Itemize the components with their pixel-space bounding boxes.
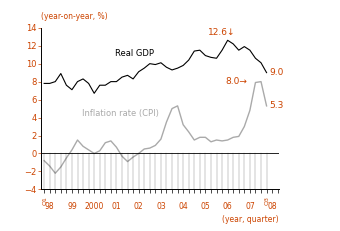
Text: Inflation rate (CPI): Inflation rate (CPI) [82,109,159,118]
Text: 2000: 2000 [85,202,104,211]
Text: 05: 05 [201,202,210,211]
Text: Q1: Q1 [41,196,47,205]
Text: Real GDP: Real GDP [115,49,154,58]
Text: 04: 04 [178,202,188,211]
Text: (year, quarter): (year, quarter) [222,215,279,224]
Text: 5.3: 5.3 [269,101,284,110]
Text: 07: 07 [245,202,255,211]
Text: 06: 06 [223,202,233,211]
Text: (year-on-year, %): (year-on-year, %) [41,12,107,21]
Text: 8.0→: 8.0→ [226,77,248,86]
Text: 12.6↓: 12.6↓ [208,28,236,37]
Text: 08: 08 [267,202,277,211]
Text: Q3: Q3 [264,196,269,205]
Text: 01: 01 [112,202,121,211]
Text: 98: 98 [45,202,54,211]
Text: 03: 03 [156,202,166,211]
Text: 02: 02 [134,202,143,211]
Text: 99: 99 [67,202,77,211]
Text: 9.0: 9.0 [269,68,284,77]
